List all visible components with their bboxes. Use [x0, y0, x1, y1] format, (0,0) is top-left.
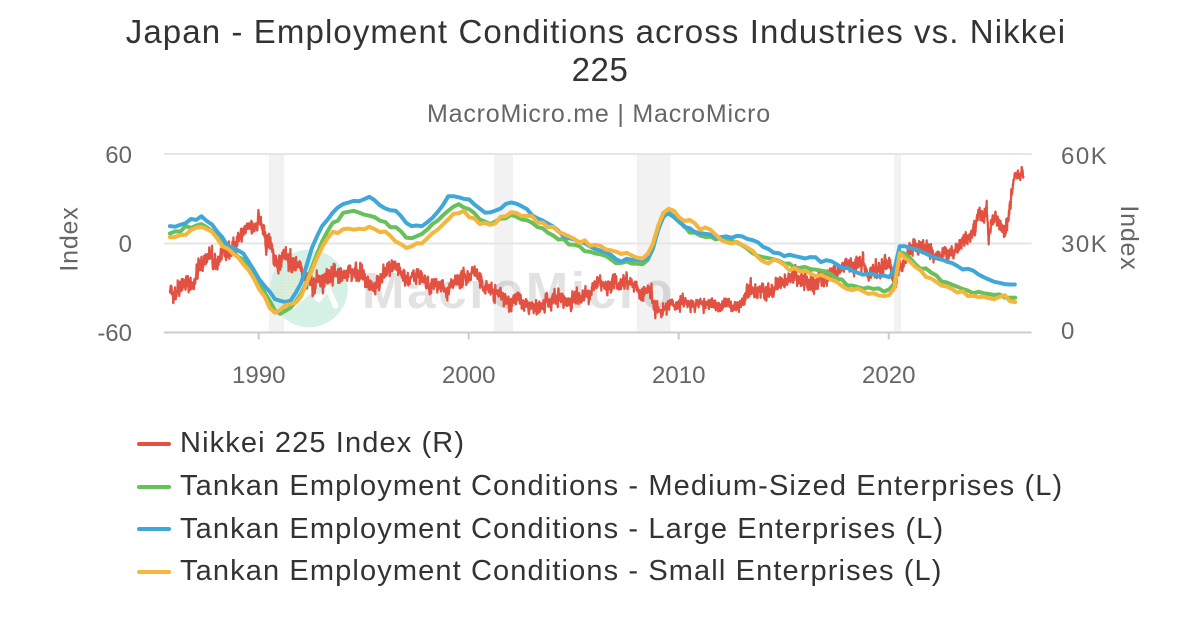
svg-text:MacroMicro: MacroMicro [362, 262, 675, 319]
